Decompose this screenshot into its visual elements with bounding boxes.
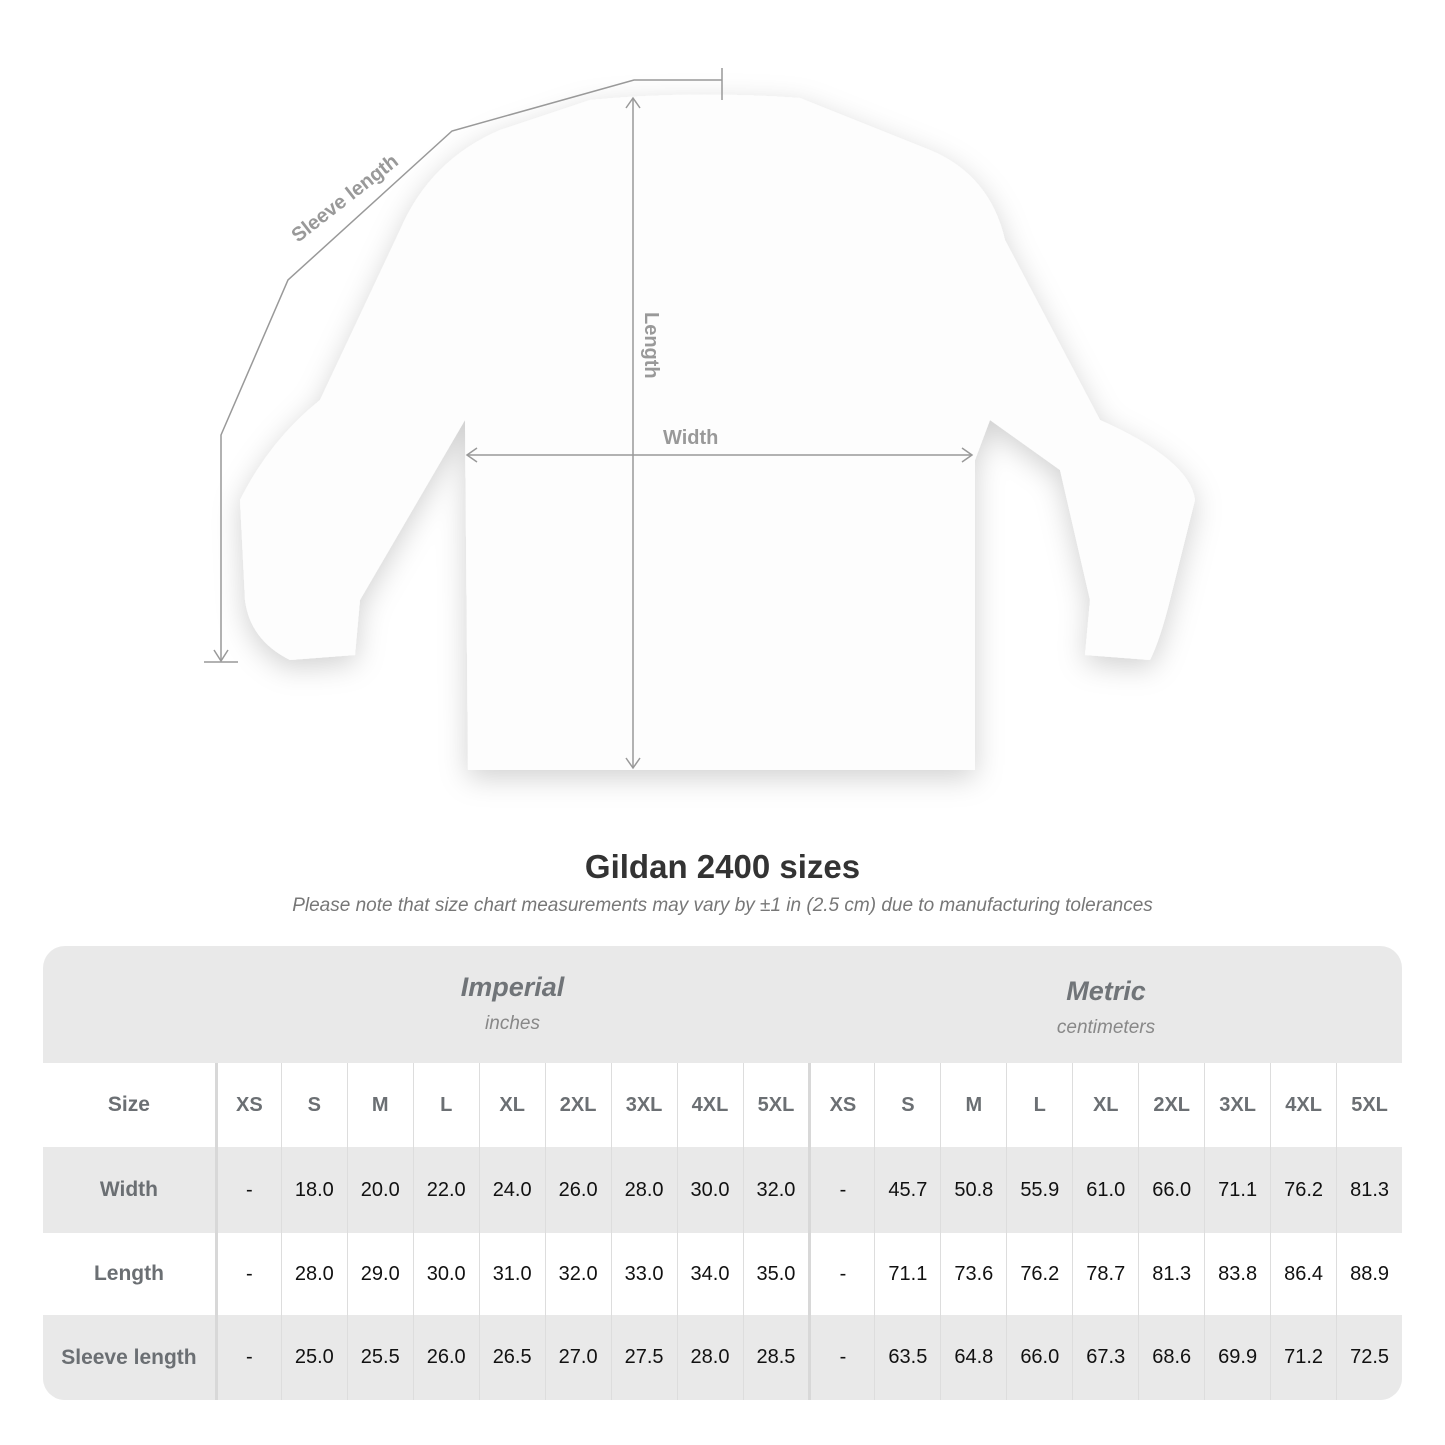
imperial-value-cell: 22.0 — [412, 1147, 479, 1233]
imperial-size-header: XS — [214, 1063, 281, 1147]
metric-value-cell: 78.7 — [1072, 1233, 1138, 1315]
metric-size-header: S — [874, 1063, 940, 1147]
metric-value-cell: 76.2 — [1006, 1233, 1072, 1315]
row-label: Length — [93, 1262, 164, 1285]
size-header-row: Size XS S M L XL 2XL 3XL 4XL 5XL XS S M L XL 2XL 3XL 4XL 5… — [43, 1063, 1402, 1147]
metric-value-cell: - — [808, 1233, 874, 1315]
metric-size-header: M — [940, 1063, 1006, 1147]
metric-size-header: XS — [808, 1063, 874, 1147]
imperial-value-cell: - — [214, 1147, 281, 1233]
metric-value-cell: 72.5 — [1336, 1315, 1402, 1400]
table-row: Length -28.0 29.0 30.0 31.0 32.0 33.0 34.0 35.0-… — [43, 1233, 1402, 1315]
metric-value-cell: 88.9 — [1336, 1233, 1402, 1315]
row-label: Sleeve length — [61, 1345, 197, 1369]
imperial-value-cell: 32.0 — [544, 1233, 611, 1315]
imperial-value-cell: 28.0 — [280, 1233, 347, 1315]
metric-size-header: 4XL — [1270, 1063, 1336, 1147]
metric-value-cell: - — [808, 1147, 874, 1233]
imperial-value-cell: 26.0 — [412, 1315, 479, 1400]
imperial-size-header: L — [412, 1063, 479, 1147]
imperial-size-header: XL — [478, 1063, 545, 1147]
metric-value-cell: 68.6 — [1138, 1315, 1204, 1400]
imperial-value-cell: 25.0 — [280, 1315, 347, 1400]
metric-value-cell: 45.7 — [874, 1147, 940, 1233]
metric-size-header: L — [1006, 1063, 1072, 1147]
metric-size-header: 3XL — [1204, 1063, 1270, 1147]
page-title: Gildan 2400 sizes — [584, 848, 861, 885]
imperial-header: Imperial inches — [215, 946, 810, 1089]
metric-title: Metric — [1066, 976, 1146, 1006]
metric-value-cell: 67.3 — [1072, 1315, 1138, 1400]
imperial-value-cell: 26.0 — [544, 1147, 611, 1233]
metric-value-cell: 71.1 — [874, 1233, 940, 1315]
imperial-value-cell: - — [214, 1315, 281, 1400]
imperial-value-cell: 35.0 — [742, 1233, 809, 1315]
imperial-value-cell: 28.0 — [610, 1147, 677, 1233]
imperial-value-cell: 27.0 — [544, 1315, 611, 1400]
metric-value-cell: 83.8 — [1204, 1233, 1270, 1315]
imperial-value-cell: 31.0 — [478, 1233, 545, 1315]
imperial-value-cell: 34.0 — [676, 1233, 743, 1315]
imperial-value-cell: 26.5 — [478, 1315, 545, 1400]
metric-value-cell: 61.0 — [1072, 1147, 1138, 1233]
imperial-value-cell: 27.5 — [610, 1315, 677, 1400]
table-row: Sleeve length -25.0 25.5 26.0 26.5 27.0 27.5 28… — [43, 1315, 1402, 1400]
sleeve-measure-line — [220, 79, 722, 660]
metric-value-cell: 86.4 — [1270, 1233, 1336, 1315]
metric-value-cell: 73.6 — [940, 1233, 1006, 1315]
imperial-size-header: S — [280, 1063, 347, 1147]
metric-size-header: 2XL — [1138, 1063, 1204, 1147]
imperial-value-cell: 20.0 — [346, 1147, 413, 1233]
row-label: Size — [107, 1093, 150, 1116]
imperial-size-header: 2XL — [544, 1063, 611, 1147]
shirt-shape — [240, 94, 1195, 770]
imperial-value-cell: 28.5 — [742, 1315, 809, 1400]
imperial-value-cell: - — [214, 1233, 281, 1315]
imperial-value-cell: 25.5 — [346, 1315, 413, 1400]
metric-size-header: 5XL — [1336, 1063, 1402, 1147]
imperial-value-cell: 32.0 — [742, 1147, 809, 1233]
metric-value-cell: 63.5 — [874, 1315, 940, 1400]
metric-value-cell: 55.9 — [1006, 1147, 1072, 1233]
metric-value-cell: 66.0 — [1138, 1147, 1204, 1233]
imperial-value-cell: 28.0 — [676, 1315, 743, 1400]
imperial-value-cell: 18.0 — [280, 1147, 347, 1233]
metric-value-cell: 50.8 — [940, 1147, 1006, 1233]
imperial-size-header: 3XL — [610, 1063, 677, 1147]
row-label: Width — [99, 1178, 158, 1201]
imperial-value-cell: 33.0 — [610, 1233, 677, 1315]
metric-header: Metric centimeters — [810, 946, 1402, 1093]
table-row: Width -18.0 20.0 22.0 24.0 26.0 28.0 30.0 32.0-4… — [43, 1147, 1402, 1233]
imperial-value-cell: 29.0 — [346, 1233, 413, 1315]
metric-value-cell: 81.3 — [1336, 1147, 1402, 1233]
tolerance-note: Please note that size chart measurements… — [292, 895, 1153, 916]
imperial-unit: inches — [485, 1013, 540, 1034]
imperial-size-header: 4XL — [676, 1063, 743, 1147]
size-table: Imperial inches Metric centimeters Size X… — [43, 946, 1402, 1400]
metric-value-cell: - — [808, 1315, 874, 1400]
sleeve-label: Sleeve length — [288, 150, 403, 247]
imperial-value-cell: 30.0 — [676, 1147, 743, 1233]
imperial-value-cell: 24.0 — [478, 1147, 545, 1233]
metric-size-header: XL — [1072, 1063, 1138, 1147]
metric-value-cell: 71.1 — [1204, 1147, 1270, 1233]
metric-value-cell: 81.3 — [1138, 1233, 1204, 1315]
imperial-value-cell: 30.0 — [412, 1233, 479, 1315]
imperial-size-header: M — [346, 1063, 413, 1147]
imperial-size-header: 5XL — [742, 1063, 809, 1147]
metric-value-cell: 76.2 — [1270, 1147, 1336, 1233]
length-label: Length — [640, 312, 662, 379]
width-label: Width — [663, 427, 718, 449]
shirt-illustration: Sleeve length Length Width — [204, 68, 1195, 770]
metric-value-cell: 71.2 — [1270, 1315, 1336, 1400]
metric-value-cell: 69.9 — [1204, 1315, 1270, 1400]
metric-value-cell: 64.8 — [940, 1315, 1006, 1400]
imperial-title: Imperial — [460, 972, 565, 1002]
metric-unit: centimeters — [1056, 1017, 1156, 1038]
metric-value-cell: 66.0 — [1006, 1315, 1072, 1400]
